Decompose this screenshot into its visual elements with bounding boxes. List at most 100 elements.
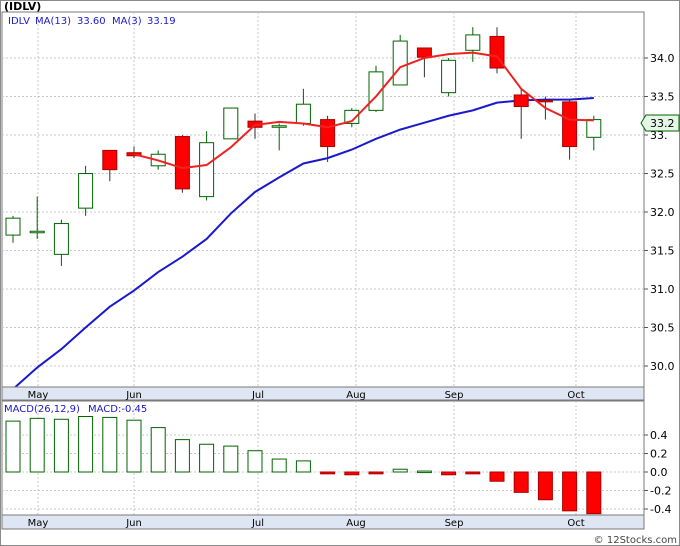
macd-bar — [513, 471, 529, 493]
macd-y-tick-label: -0.4 — [650, 503, 671, 516]
price-x-tick-label: May — [28, 390, 49, 401]
price-x-tick-label: Oct — [567, 390, 584, 401]
macd-bar — [199, 443, 215, 473]
candle — [102, 149, 118, 182]
candle — [344, 108, 360, 128]
candle-body — [320, 119, 336, 148]
price-y-tick-label: 30.0 — [650, 360, 675, 373]
ma3-line — [133, 51, 594, 170]
candle — [29, 196, 45, 239]
candle-body — [441, 59, 457, 94]
legend-ma3-value: 33.19 — [147, 16, 176, 27]
macd-bar — [102, 416, 118, 473]
price-y-tick-label: 30.5 — [650, 322, 675, 335]
candle-body — [223, 107, 239, 140]
macd-bar — [5, 420, 21, 473]
candle-body — [53, 223, 69, 255]
candle-body — [271, 125, 287, 128]
macd-bar — [562, 471, 578, 512]
macd-bar — [489, 471, 505, 482]
price-x-tick-label: Jun — [125, 390, 142, 401]
macd-bar — [126, 419, 142, 473]
price-y-tick-label: 34.0 — [650, 52, 675, 65]
legend-ma3-label: MA(3) — [112, 16, 142, 27]
macd-bar — [78, 416, 94, 473]
macd-y-tick-label: 0.4 — [650, 429, 668, 442]
candle-body — [392, 40, 408, 86]
macd-y-tick-label: 0.0 — [650, 466, 668, 479]
macd-bar — [150, 427, 166, 473]
macd-bar — [441, 471, 457, 476]
macd-y-tick-label: 0.2 — [650, 448, 668, 461]
ma3-layer — [133, 51, 594, 170]
macd-x-tick-label: Oct — [567, 518, 584, 529]
candle-body — [199, 142, 215, 198]
price-y-tick-label: 32.5 — [650, 168, 675, 181]
candle-body — [465, 34, 481, 51]
candle — [392, 34, 408, 86]
price-panel — [1, 11, 645, 388]
macd-bar — [416, 470, 432, 474]
price-x-tick-label: Sep — [445, 390, 464, 401]
price-y-axis: 30.0 30.5 31.0 31.5 32.0 32.5 33. 33.5 34.0 — [644, 52, 675, 373]
macd-bar — [174, 439, 190, 473]
macd-legend: MACD(26,12,9) MACD:-0.45 — [4, 404, 147, 415]
ma13-layer — [12, 97, 594, 390]
macd-bar — [29, 417, 45, 473]
macd-x-axis: May Jun Jul Aug Sep Oct — [28, 518, 585, 529]
candle-body — [102, 149, 118, 171]
price-y-tick-label: 33.5 — [650, 91, 675, 104]
price-y-tick-label: 33. — [650, 129, 668, 142]
macd-bar — [344, 471, 360, 476]
candle-body — [537, 99, 553, 103]
candle-body — [29, 230, 45, 234]
macd-x-tick-label: May — [28, 518, 49, 529]
ma13-line — [12, 97, 594, 390]
candle — [199, 131, 215, 201]
macd-bar — [465, 471, 481, 475]
macd-bar — [223, 445, 239, 473]
legend-ma13-value: 33.60 — [77, 16, 106, 27]
candle-body — [174, 136, 190, 190]
candle — [78, 165, 94, 216]
macd-bar — [586, 471, 602, 515]
price-x-axis: May Jun Jul Aug Sep Oct — [28, 390, 585, 401]
macd-bar — [295, 460, 311, 473]
price-tag-box — [640, 114, 680, 132]
candle-body — [5, 217, 21, 236]
candle-body — [344, 109, 360, 124]
price-tag-text: 33.2 — [650, 117, 675, 130]
macd-x-tick-label: Sep — [445, 518, 464, 529]
candle — [53, 219, 69, 266]
macd-bars — [5, 416, 602, 515]
candle — [562, 100, 578, 160]
macd-x-tick-label: Jun — [125, 518, 142, 529]
macd-legend-value: MACD:-0.45 — [88, 404, 147, 415]
legend-ticker: IDLV — [8, 16, 30, 27]
macd-x-tick-label: Jul — [251, 518, 264, 529]
price-y-tick-label: 31.0 — [650, 283, 675, 296]
macd-bar — [53, 418, 69, 473]
candle-body — [513, 94, 529, 108]
macd-legend-name: MACD(26,12,9) — [4, 404, 80, 415]
candle — [441, 58, 457, 97]
price-x-tick-label: Jul — [251, 390, 264, 401]
macd-bar — [368, 471, 384, 475]
macd-x-tick-label: Aug — [346, 518, 366, 529]
price-tag: 33.2 — [640, 114, 680, 132]
macd-bar — [320, 471, 336, 475]
macd-y-axis: -0.4 -0.2 0.0 0.2 0.4 — [644, 429, 671, 516]
macd-y-tick-label: -0.2 — [650, 485, 671, 498]
candle — [5, 215, 21, 243]
watermark: © 12Stocks.com — [594, 535, 677, 546]
candle — [271, 123, 287, 151]
candle — [223, 107, 239, 140]
price-x-axis-band — [1, 386, 645, 401]
legend-ma13-label: MA(13) — [35, 16, 71, 27]
symbol-label: (IDLV) — [4, 0, 41, 13]
price-y-tick-label: 32.0 — [650, 206, 675, 219]
candle-body — [562, 101, 578, 148]
candle-body — [78, 173, 94, 209]
price-legend: IDLV MA(13) 33.60 MA(3) 33.19 — [8, 16, 176, 27]
